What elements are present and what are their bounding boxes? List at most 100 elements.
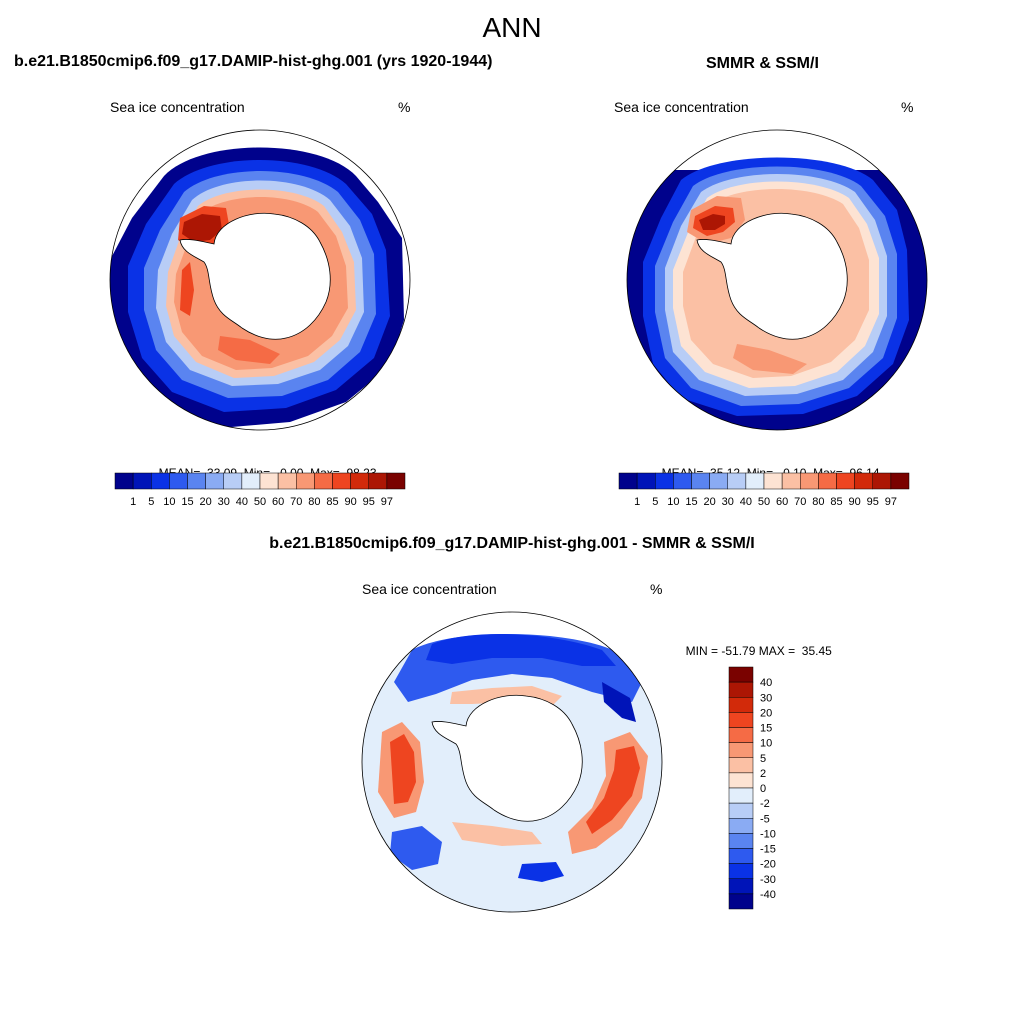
colorbar-3-tick-label: -5 bbox=[760, 813, 770, 825]
colorbar-3-tick-label: -20 bbox=[760, 859, 776, 871]
colorbar-1-swatch bbox=[151, 472, 170, 490]
colorbar-1-tick-label: 15 bbox=[181, 496, 193, 508]
colorbar-3-tick-label: -15 bbox=[760, 844, 776, 856]
panel-3-variable-label: Sea ice concentration bbox=[362, 581, 497, 597]
colorbar-1-tick-label: 80 bbox=[308, 496, 320, 508]
colorbar-3-swatch bbox=[728, 772, 754, 789]
colorbar-2-swatch bbox=[745, 472, 765, 490]
colorbar-1-swatch bbox=[332, 472, 351, 490]
colorbar-3-swatch bbox=[728, 833, 754, 849]
map-2-field bbox=[627, 157, 927, 430]
colorbar-3-tick-label: 40 bbox=[760, 677, 772, 689]
panel-2-variable-label: Sea ice concentration bbox=[614, 99, 749, 115]
colorbar-2-tick-label: 60 bbox=[776, 496, 788, 508]
map-panel-3 bbox=[361, 611, 663, 913]
colorbar-2-swatch bbox=[890, 472, 910, 490]
colorbar-1-tick-label: 10 bbox=[163, 496, 175, 508]
colorbar-panel-1: 1 5 10 15 20 30 40 50 60 70 80 85 90 95 97 bbox=[114, 472, 406, 508]
colorbar-2-tick-label: 97 bbox=[885, 496, 897, 508]
colorbar-2-swatch bbox=[800, 472, 819, 490]
colorbar-3-tick-label: -2 bbox=[760, 798, 770, 810]
colorbar-1-tick-label: 95 bbox=[363, 496, 375, 508]
colorbar-1-tick-label: 97 bbox=[381, 496, 393, 508]
colorbar-1-tick-label: 5 bbox=[148, 496, 154, 508]
colorbar-1-swatch bbox=[132, 472, 152, 490]
colorbar-3-tick-label: 0 bbox=[760, 783, 766, 795]
colorbar-2-swatch bbox=[655, 472, 674, 490]
colorbar-2-tick-label: 15 bbox=[685, 496, 697, 508]
colorbar-1-tick-label: 50 bbox=[254, 496, 266, 508]
colorbar-3-swatch bbox=[728, 727, 754, 743]
colorbar-2-tick-label: 70 bbox=[794, 496, 806, 508]
colorbar-2-swatch bbox=[818, 472, 837, 490]
map-1-boundary bbox=[109, 129, 411, 431]
colorbar-1-swatch bbox=[241, 472, 261, 490]
colorbar-3-swatch bbox=[728, 848, 754, 864]
colorbar-1-swatch bbox=[205, 472, 224, 490]
colorbar-1-swatch bbox=[169, 472, 188, 490]
colorbar-3-tick-label: -10 bbox=[760, 828, 776, 840]
colorbar-3-tick-label: 30 bbox=[760, 692, 772, 704]
colorbar-1-tick-label: 20 bbox=[200, 496, 212, 508]
colorbar-3-tick-label: 10 bbox=[760, 738, 772, 750]
colorbar-2-tick-label: 50 bbox=[758, 496, 770, 508]
colorbar-3-swatch bbox=[728, 666, 754, 683]
colorbar-1-tick-label: 1 bbox=[130, 496, 136, 508]
main-title: ANN bbox=[482, 12, 542, 43]
colorbar-2-tick-label: 30 bbox=[722, 496, 734, 508]
colorbar-3-tick-label: 15 bbox=[760, 723, 772, 735]
map-3-boundary bbox=[361, 611, 663, 913]
colorbar-2-swatch bbox=[618, 472, 638, 490]
panel-2-unit-label: % bbox=[901, 99, 914, 115]
colorbar-2-swatch bbox=[727, 472, 747, 490]
colorbar-2-swatch bbox=[872, 472, 892, 490]
colorbar-panel-2: 1 5 10 15 20 30 40 50 60 70 80 85 90 95 97 bbox=[618, 472, 910, 508]
colorbar-1-tick-label: 40 bbox=[236, 496, 248, 508]
colorbar-3-tick-label: 2 bbox=[760, 768, 766, 780]
colorbar-1-tick-label: 70 bbox=[290, 496, 302, 508]
colorbar-2-swatch bbox=[781, 472, 801, 490]
panel-1-unit-label: % bbox=[398, 99, 411, 115]
colorbar-1-swatch bbox=[350, 472, 369, 490]
colorbar-2-tick-label: 90 bbox=[849, 496, 861, 508]
colorbar-3-tick-label: -40 bbox=[760, 889, 776, 901]
colorbar-1-swatch bbox=[223, 472, 243, 490]
colorbar-3-swatch bbox=[728, 787, 754, 804]
map-3-field bbox=[362, 633, 662, 912]
colorbar-3-tick-label: 5 bbox=[760, 753, 766, 765]
map-panel-2 bbox=[626, 129, 928, 431]
panel-2-title: SMMR & SSM/I bbox=[706, 55, 819, 72]
colorbar-2-tick-label: 20 bbox=[704, 496, 716, 508]
colorbar-1-swatch bbox=[386, 472, 406, 490]
colorbar-3-swatch bbox=[728, 893, 754, 910]
colorbar-1-tick-label: 60 bbox=[272, 496, 284, 508]
colorbar-3-swatch bbox=[728, 712, 754, 728]
colorbar-2-swatch bbox=[691, 472, 710, 490]
panel-3-min-value: -51.79 bbox=[721, 644, 756, 658]
colorbar-3-swatch bbox=[728, 742, 754, 758]
colorbar-2-tick-label: 85 bbox=[830, 496, 842, 508]
colorbar-2-tick-label: 40 bbox=[740, 496, 752, 508]
panel-3-max-value: 35.45 bbox=[801, 644, 832, 658]
panel-3-min-label: MIN = bbox=[685, 644, 719, 658]
colorbar-3-swatch bbox=[728, 863, 754, 879]
panel-3-unit-label: % bbox=[650, 581, 663, 597]
colorbar-3-swatch bbox=[728, 757, 754, 774]
colorbar-2-tick-label: 80 bbox=[812, 496, 824, 508]
panel-3-max-label: MAX = bbox=[758, 644, 796, 658]
panel-3-title: b.e21.B1850cmip6.f09_g17.DAMIP-hist-ghg.… bbox=[269, 535, 755, 552]
map-2-boundary bbox=[626, 129, 928, 431]
colorbar-1-swatch bbox=[314, 472, 333, 490]
colorbar-3-swatch bbox=[728, 802, 754, 819]
map-panel-1 bbox=[109, 129, 411, 431]
colorbar-2-swatch bbox=[763, 472, 783, 490]
colorbar-2-swatch bbox=[636, 472, 656, 490]
colorbar-2-tick-label: 1 bbox=[634, 496, 640, 508]
colorbar-3-swatch bbox=[728, 697, 754, 713]
colorbar-1-tick-label: 30 bbox=[218, 496, 230, 508]
colorbar-1-swatch bbox=[187, 472, 206, 490]
colorbar-1-swatch bbox=[296, 472, 315, 490]
colorbar-2-swatch bbox=[709, 472, 728, 490]
panel-3-stats: MIN = -51.79 MAX = 35.45 bbox=[679, 630, 832, 658]
colorbar-1-tick-label: 85 bbox=[326, 496, 338, 508]
